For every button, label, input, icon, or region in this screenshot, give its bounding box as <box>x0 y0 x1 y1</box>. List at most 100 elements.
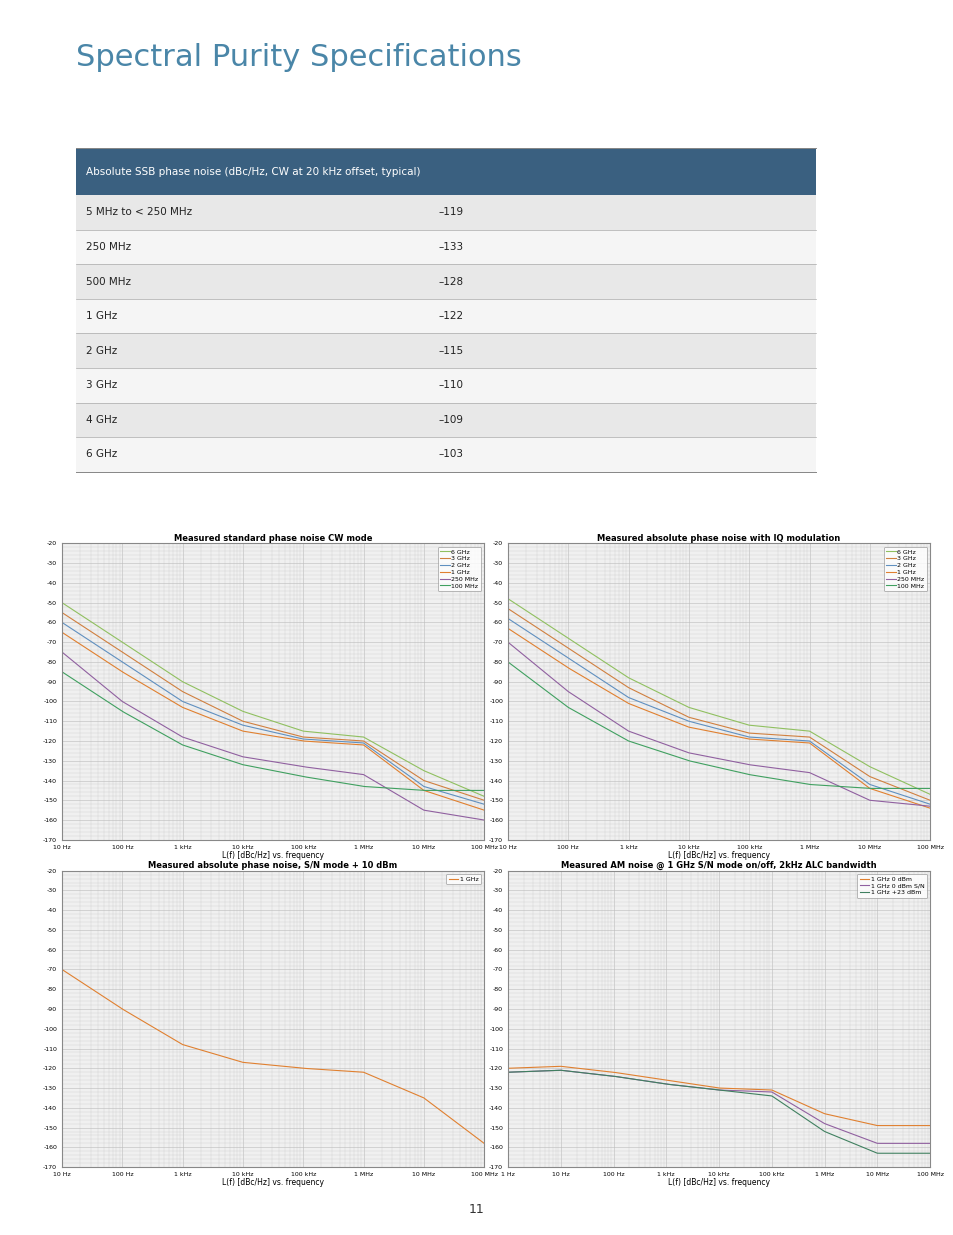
Legend: 6 GHz, 3 GHz, 2 GHz, 1 GHz, 250 MHz, 100 MHz: 6 GHz, 3 GHz, 2 GHz, 1 GHz, 250 MHz, 100… <box>437 547 480 592</box>
3 GHz <box>553 635 564 650</box>
Text: –109: –109 <box>438 415 463 425</box>
X-axis label: L(f) [dBc/Hz] vs. frequency: L(f) [dBc/Hz] vs. frequency <box>222 1178 324 1187</box>
3 GHz <box>223 708 234 722</box>
1 GHz 0 dBm S/N <box>872 1136 883 1151</box>
1 GHz +23 dBm <box>670 1078 681 1093</box>
3 GHz <box>363 737 375 752</box>
Text: Absolute SSB phase noise (dBc/Hz, CW at 20 kHz offset, typical): Absolute SSB phase noise (dBc/Hz, CW at … <box>86 167 420 177</box>
Text: –103: –103 <box>438 450 463 459</box>
1 GHz <box>639 703 651 718</box>
1 GHz 0 dBm S/N <box>555 1063 566 1078</box>
3 GHz <box>501 601 513 616</box>
100 MHz <box>193 743 205 758</box>
3 GHz <box>669 703 680 718</box>
250 MHz <box>639 730 651 745</box>
250 MHz <box>806 767 818 782</box>
1 GHz <box>477 803 489 818</box>
1 GHz +23 dBm <box>501 1065 513 1079</box>
3 GHz <box>56 605 68 620</box>
Line: 1 GHz: 1 GHz <box>62 632 483 810</box>
100 MHz <box>321 773 333 788</box>
2 GHz <box>360 737 372 752</box>
250 MHz <box>923 799 935 814</box>
Legend: 1 GHz: 1 GHz <box>446 874 480 884</box>
2 GHz <box>553 645 564 659</box>
1 GHz <box>321 735 333 750</box>
3 GHz <box>193 693 205 708</box>
Text: –115: –115 <box>438 346 463 356</box>
250 MHz <box>767 761 779 776</box>
Legend: 1 GHz 0 dBm, 1 GHz 0 dBm S/N, 1 GHz +23 dBm: 1 GHz 0 dBm, 1 GHz 0 dBm S/N, 1 GHz +23 … <box>856 874 926 898</box>
1 GHz 0 dBm <box>809 1103 821 1118</box>
250 MHz <box>56 645 68 659</box>
1 GHz <box>477 1136 489 1151</box>
6 GHz <box>321 726 333 741</box>
100 MHz <box>501 655 513 669</box>
100 MHz <box>639 739 651 753</box>
250 MHz <box>501 635 513 650</box>
X-axis label: L(f) [dBc/Hz] vs. frequency: L(f) [dBc/Hz] vs. frequency <box>667 851 769 860</box>
6 GHz <box>360 731 372 746</box>
Line: 100 MHz: 100 MHz <box>507 662 929 788</box>
1 GHz +23 dBm <box>553 1063 564 1078</box>
Line: 250 MHz: 250 MHz <box>507 642 929 806</box>
X-axis label: L(f) [dBc/Hz] vs. frequency: L(f) [dBc/Hz] vs. frequency <box>667 1178 769 1187</box>
6 GHz <box>477 789 489 804</box>
100 MHz <box>767 771 779 785</box>
100 MHz <box>808 777 820 792</box>
6 GHz <box>223 698 234 713</box>
100 MHz <box>417 783 429 798</box>
1 GHz +23 dBm <box>872 1146 883 1161</box>
Text: –119: –119 <box>438 207 463 217</box>
Text: 6 GHz: 6 GHz <box>86 450 117 459</box>
1 GHz <box>107 658 118 673</box>
100 MHz <box>923 781 935 795</box>
6 GHz <box>808 727 820 742</box>
1 GHz <box>56 625 68 640</box>
6 GHz <box>193 683 205 698</box>
6 GHz <box>501 592 513 606</box>
250 MHz <box>360 769 372 784</box>
Line: 1 GHz: 1 GHz <box>507 629 929 808</box>
1 GHz 0 dBm <box>923 1118 935 1132</box>
1 GHz <box>767 734 779 748</box>
Line: 1 GHz 0 dBm: 1 GHz 0 dBm <box>507 1066 929 1125</box>
1 GHz 0 dBm <box>640 1070 652 1084</box>
250 MHz <box>363 771 375 785</box>
1 GHz <box>363 1067 375 1082</box>
2 GHz <box>321 734 333 748</box>
3 GHz <box>923 793 935 808</box>
Line: 2 GHz: 2 GHz <box>507 619 929 804</box>
1 GHz <box>223 1051 234 1066</box>
Text: –110: –110 <box>438 380 463 390</box>
Line: 1 GHz: 1 GHz <box>62 969 483 1144</box>
250 MHz <box>669 741 680 756</box>
Text: 1 GHz: 1 GHz <box>86 311 117 321</box>
Title: Measured absolute phase noise with IQ modulation: Measured absolute phase noise with IQ mo… <box>597 534 840 542</box>
1 GHz <box>553 655 564 669</box>
1 GHz <box>360 740 372 755</box>
2 GHz <box>223 713 234 727</box>
1 GHz <box>360 1066 372 1081</box>
2 GHz <box>56 615 68 630</box>
2 GHz <box>806 736 818 751</box>
X-axis label: L(f) [dBc/Hz] vs. frequency: L(f) [dBc/Hz] vs. frequency <box>222 851 324 860</box>
Line: 1 GHz +23 dBm: 1 GHz +23 dBm <box>507 1071 929 1153</box>
1 GHz <box>223 719 234 734</box>
6 GHz <box>56 595 68 610</box>
Line: 1 GHz 0 dBm S/N: 1 GHz 0 dBm S/N <box>507 1071 929 1144</box>
1 GHz 0 dBm <box>768 1084 780 1099</box>
2 GHz <box>363 740 375 755</box>
250 MHz <box>193 735 205 750</box>
1 GHz <box>193 706 205 721</box>
6 GHz <box>806 726 818 741</box>
1 GHz 0 dBm <box>670 1074 681 1089</box>
1 GHz 0 dBm S/N <box>809 1112 821 1126</box>
Line: 250 MHz: 250 MHz <box>62 652 483 820</box>
250 MHz <box>808 768 820 783</box>
250 MHz <box>321 762 333 777</box>
1 GHz 0 dBm S/N <box>501 1065 513 1079</box>
100 MHz <box>553 693 564 708</box>
2 GHz <box>767 731 779 746</box>
Line: 3 GHz: 3 GHz <box>62 613 483 800</box>
